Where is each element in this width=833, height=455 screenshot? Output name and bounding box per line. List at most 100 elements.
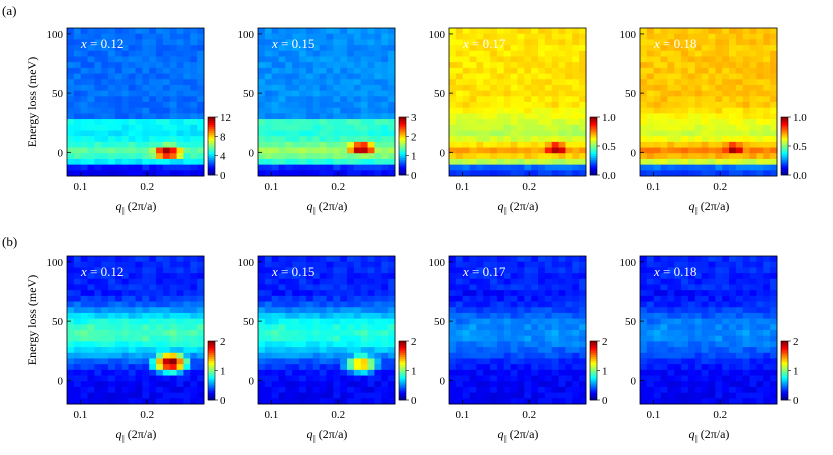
- heatmap-cell: [565, 147, 573, 154]
- heatmap-cell: [640, 84, 648, 92]
- heatmap-cell: [653, 102, 661, 109]
- heatmap-cell: [510, 295, 518, 302]
- heatmap-cell: [149, 73, 157, 80]
- heatmap-cell: [149, 398, 157, 405]
- heatmap-cell: [531, 45, 539, 52]
- heatmap-cell: [87, 375, 95, 382]
- colorbar-step: [781, 144, 788, 147]
- colorbar-step: [781, 356, 788, 359]
- heatmap-cell: [735, 324, 744, 331]
- colorbar-step: [208, 117, 215, 120]
- heatmap-cell: [87, 358, 95, 365]
- heatmap-cell: [503, 335, 512, 342]
- heatmap-cell: [503, 324, 512, 331]
- heatmap-cell: [108, 90, 116, 97]
- heatmap-cell: [128, 261, 136, 268]
- x-axis-label-unit: (2π/a): [316, 199, 348, 213]
- heatmap-cell: [496, 267, 505, 274]
- heatmap-cell: [333, 324, 341, 331]
- colorbar-step: [590, 169, 597, 172]
- heatmap-cell: [312, 67, 321, 74]
- heatmap-cell: [674, 28, 682, 35]
- heatmap-cell: [80, 398, 88, 405]
- heatmap-cell: [340, 278, 348, 285]
- y-tick-label: 0: [58, 147, 64, 159]
- heatmap-cell: [264, 347, 273, 354]
- heatmap-cell: [149, 84, 157, 92]
- heatmap-cell: [462, 136, 470, 143]
- heatmap-cell: [114, 381, 123, 388]
- heatmap-cell: [524, 147, 532, 154]
- colorbar-step: [590, 366, 597, 369]
- heatmap-cell: [579, 369, 587, 376]
- heatmap-cell: [381, 141, 389, 148]
- heatmap-cell: [565, 386, 573, 394]
- heatmap-cell: [197, 141, 205, 148]
- heatmap-cell: [176, 386, 184, 394]
- heatmap-cell: [67, 113, 75, 120]
- heatmap-cell: [305, 256, 314, 263]
- heatmap-cell: [749, 39, 757, 46]
- heatmap-cell: [674, 136, 682, 143]
- heatmap-cell: [531, 158, 539, 166]
- heatmap-cell: [183, 392, 191, 399]
- heatmap-cell: [135, 364, 143, 371]
- heatmap-cell: [722, 113, 730, 120]
- heatmap-cell: [449, 381, 457, 388]
- heatmap-cell: [264, 147, 273, 154]
- heatmap-cell: [367, 267, 375, 274]
- heatmap-cell: [681, 96, 689, 103]
- colorbar-step: [781, 372, 788, 375]
- heatmap-cell: [176, 67, 184, 74]
- heatmap-cell: [190, 170, 198, 177]
- heatmap-cell: [572, 84, 580, 92]
- heatmap-cell: [169, 158, 177, 166]
- heatmap-cell: [326, 307, 334, 314]
- heatmap-cell: [496, 312, 505, 320]
- heatmap-cell: [135, 170, 143, 177]
- heatmap-cell: [524, 267, 532, 274]
- colorbar-step: [781, 390, 788, 393]
- heatmap-cell: [708, 312, 716, 320]
- heatmap-cell: [462, 358, 470, 365]
- heatmap-cell: [565, 45, 573, 52]
- heatmap-cell: [510, 352, 518, 359]
- heatmap-cell: [326, 318, 334, 325]
- heatmap-cell: [388, 79, 396, 86]
- heatmap-cell: [701, 136, 709, 143]
- heatmap-cell: [476, 392, 484, 399]
- heatmap-cell: [538, 102, 546, 109]
- plot-frame: [66, 255, 205, 405]
- heatmap-cell: [149, 96, 157, 103]
- colorbar-tick-label: 4: [220, 151, 226, 163]
- heatmap-cell: [121, 318, 130, 325]
- colorbar-step: [590, 151, 597, 155]
- heatmap-cell: [128, 352, 136, 359]
- heatmap-cell: [572, 28, 580, 35]
- heatmap-cell: [114, 290, 123, 297]
- heatmap-cell: [483, 56, 491, 63]
- heatmap-cell: [292, 375, 300, 382]
- heatmap-cell: [73, 102, 82, 109]
- heatmap-cell: [490, 164, 498, 171]
- heatmap-cell: [94, 290, 102, 297]
- heatmap-cell: [278, 158, 286, 166]
- heatmap-cell: [326, 369, 334, 376]
- heatmap-cell: [388, 341, 396, 348]
- heatmap-cell: [646, 261, 655, 268]
- heatmap-cell: [381, 261, 389, 268]
- heatmap-cell: [381, 386, 389, 394]
- heatmap-cell: [510, 136, 518, 143]
- heatmap-cell: [176, 261, 184, 268]
- heatmap-cell: [715, 136, 723, 143]
- heatmap-cell: [114, 124, 123, 131]
- colorbar-step: [399, 122, 406, 126]
- heatmap-cell: [197, 102, 205, 109]
- heatmap-cell: [579, 284, 587, 291]
- heatmap-cell: [292, 113, 300, 120]
- heatmap-cell: [149, 273, 157, 280]
- heatmap-cell: [94, 50, 102, 57]
- colorbar-step: [399, 370, 406, 373]
- heatmap-cell: [87, 107, 95, 114]
- heatmap-cell: [108, 62, 116, 69]
